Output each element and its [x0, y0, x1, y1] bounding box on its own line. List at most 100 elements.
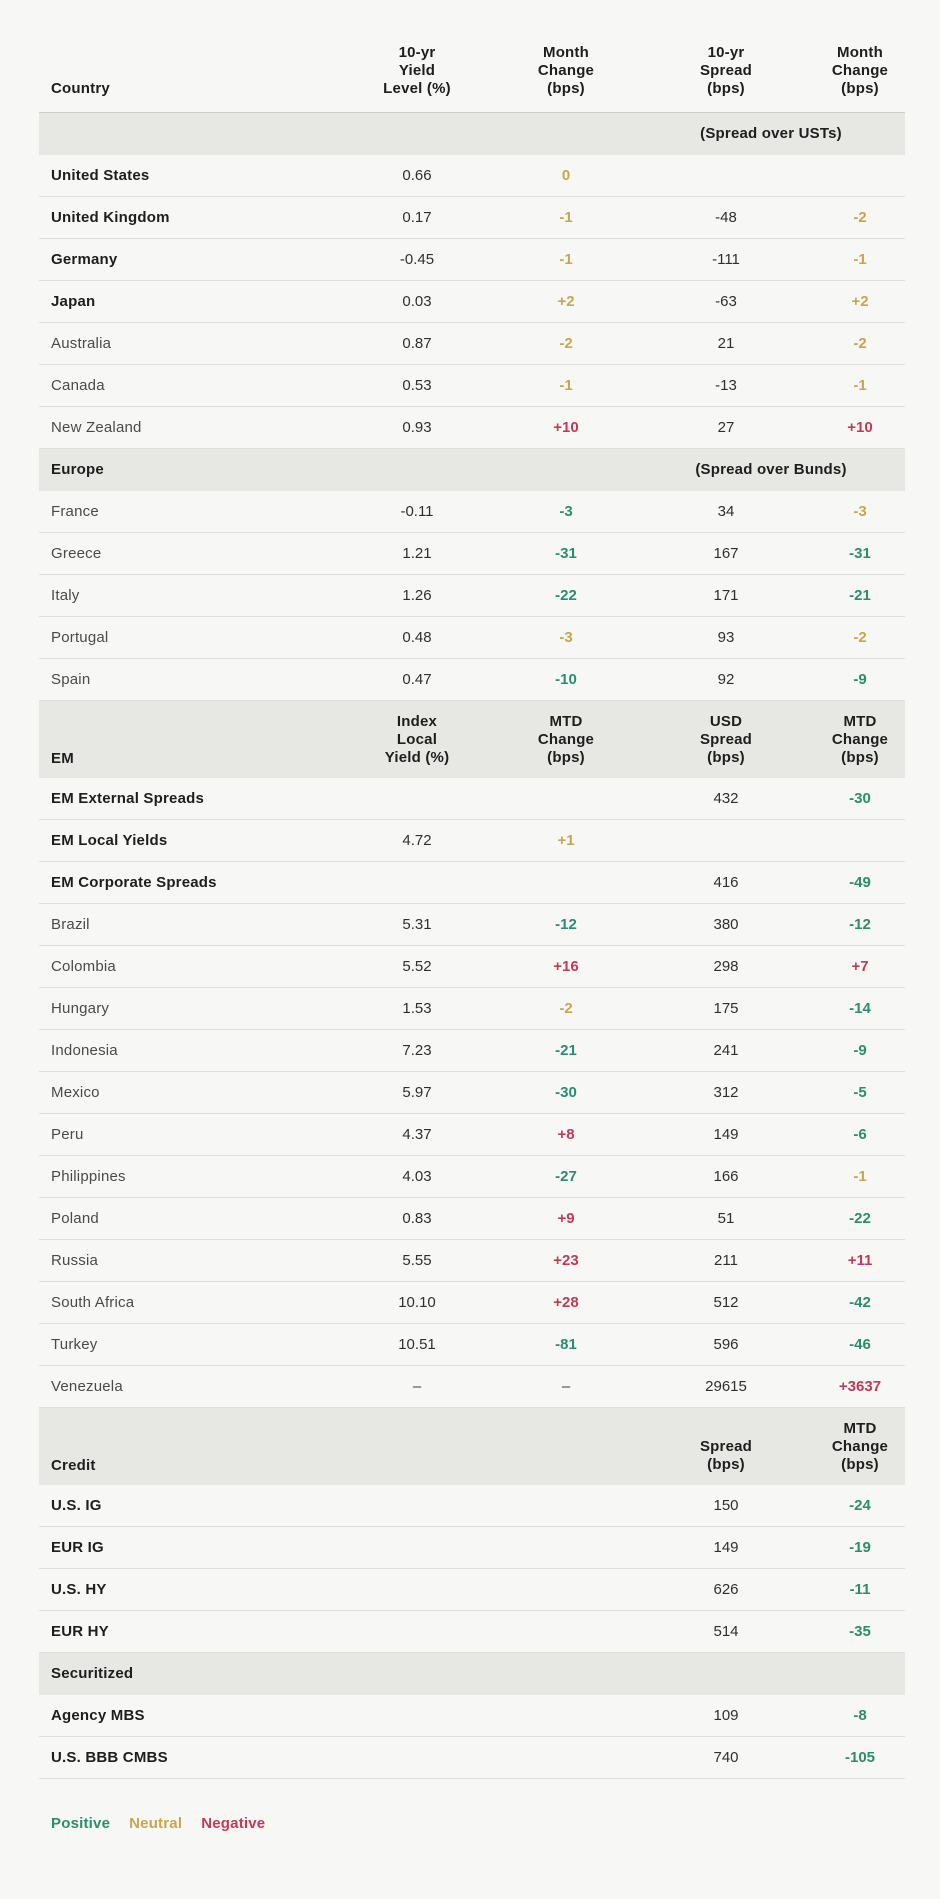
- column-header-line: MTD: [843, 1419, 877, 1437]
- table-row: U.S. IG 150 -24: [39, 1484, 905, 1527]
- mtd-change-value: [815, 819, 905, 862]
- table-row: Canada 0.53 -1 -13 -1: [39, 364, 905, 407]
- country-column-header: Country: [39, 0, 339, 113]
- spread-value: 166: [637, 1155, 815, 1198]
- mtd-change-value: -14: [815, 987, 905, 1030]
- row-label: Brazil: [39, 903, 339, 946]
- row-label: Philippines: [39, 1155, 339, 1198]
- yield-value: [339, 1610, 495, 1653]
- yield-value: 5.55: [339, 1239, 495, 1282]
- spread-value: 211: [637, 1239, 815, 1282]
- month-change-value: +8: [495, 1113, 637, 1156]
- yield-value: 7.23: [339, 1029, 495, 1072]
- column-header-line: Index: [396, 712, 438, 730]
- month-change-value: [495, 1484, 637, 1527]
- month-change-value: -1: [495, 238, 637, 281]
- spread-value: 432: [637, 777, 815, 820]
- table-row: United States 0.66 0: [39, 154, 905, 197]
- table-row: Philippines 4.03 -27 166 -1: [39, 1155, 905, 1198]
- row-label: Colombia: [39, 945, 339, 988]
- table-row: Peru 4.37 +8 149 -6: [39, 1113, 905, 1156]
- spread-value: 380: [637, 903, 815, 946]
- column-header-line: MTD: [549, 712, 583, 730]
- row-label: United Kingdom: [39, 196, 339, 239]
- column-header-line: MTD: [843, 712, 877, 730]
- row-label: Mexico: [39, 1071, 339, 1114]
- mtd-change-value: -1: [815, 1155, 905, 1198]
- mtd-change-value: -12: [815, 903, 905, 946]
- mtd-change-value: -1: [815, 238, 905, 281]
- band-spacer-cell: [495, 448, 637, 491]
- row-label: Russia: [39, 1239, 339, 1282]
- spread-value: -48: [637, 196, 815, 239]
- month-change-value: -22: [495, 574, 637, 617]
- column-header-line: (bps): [841, 1455, 879, 1473]
- month-change-value: [495, 1694, 637, 1737]
- yield-value: 1.26: [339, 574, 495, 617]
- yield-value: 0.87: [339, 322, 495, 365]
- mtd-change-value: -11: [815, 1568, 905, 1611]
- yield-value: 0.03: [339, 280, 495, 323]
- color-legend: Positive Neutral Negative: [51, 1815, 940, 1832]
- mtd-change-value: +10: [815, 406, 905, 449]
- table-row: Venezuela – –29615 +3637: [39, 1365, 905, 1408]
- mtd-change-value: -46: [815, 1323, 905, 1366]
- mtd-change-value: -9: [815, 658, 905, 701]
- month-change-value: [495, 1736, 637, 1779]
- row-label: France: [39, 490, 339, 533]
- section-band-label: Credit: [39, 1407, 339, 1485]
- month-change-value: [495, 777, 637, 820]
- yield-value: 0.83: [339, 1197, 495, 1240]
- spread-value: 109: [637, 1694, 815, 1737]
- header-row: Country 10-yr Yield Level (%) Month Change (b…: [39, 0, 905, 113]
- yield-value: [339, 1526, 495, 1569]
- spread-value: 175: [637, 987, 815, 1030]
- column-header-line: Yield: [398, 62, 436, 79]
- band-spacer-cell: [339, 448, 495, 491]
- yield-value: 4.72: [339, 819, 495, 862]
- mtd-change-value: -8: [815, 1694, 905, 1737]
- table-row: Greece 1.21 -31 167 -31: [39, 532, 905, 575]
- row-label: New Zealand: [39, 406, 339, 449]
- yield-value: [339, 1484, 495, 1527]
- row-label: Greece: [39, 532, 339, 575]
- column-header-line: Spread: [699, 1437, 753, 1455]
- mtd-change-value: -9: [815, 1029, 905, 1072]
- yield-value: -0.11: [339, 490, 495, 533]
- yield-value: [339, 1694, 495, 1737]
- row-label: Germany: [39, 238, 339, 281]
- row-label: Canada: [39, 364, 339, 407]
- yield-value: 4.37: [339, 1113, 495, 1156]
- band-spacer-cell: [339, 1652, 495, 1695]
- column-header-line: (bps): [707, 80, 745, 97]
- row-label: Venezuela: [39, 1365, 339, 1408]
- band-spacer-cell: [495, 1652, 637, 1695]
- section-band-row: Credit Spread (bps) MTD Change (bps): [39, 1407, 905, 1485]
- column-header: Month Change (bps): [815, 0, 905, 113]
- yield-value: –: [339, 1365, 495, 1408]
- yield-value: 5.97: [339, 1071, 495, 1114]
- spread-value: -111: [637, 238, 815, 281]
- section-column-header: Spread (bps): [637, 1407, 815, 1485]
- table-row: U.S. HY 626 -11: [39, 1568, 905, 1611]
- spread-value: 241: [637, 1029, 815, 1072]
- month-change-value: -81: [495, 1323, 637, 1366]
- month-change-value: [495, 861, 637, 904]
- month-change-value: -2: [495, 987, 637, 1030]
- month-change-value: +2: [495, 280, 637, 323]
- row-label: Portugal: [39, 616, 339, 659]
- month-change-value: +10: [495, 406, 637, 449]
- month-change-value: 0: [495, 154, 637, 197]
- month-change-value: -21: [495, 1029, 637, 1072]
- section-band-row: (Spread over USTs): [39, 112, 905, 155]
- column-header-line: 10-yr: [398, 44, 436, 61]
- spread-value: 626: [637, 1568, 815, 1611]
- mtd-change-value: -1: [815, 364, 905, 407]
- month-change-value: +16: [495, 945, 637, 988]
- table-row: Brazil 5.31 -12 380 -12: [39, 903, 905, 946]
- row-label: Australia: [39, 322, 339, 365]
- section-column-header: [495, 1407, 637, 1485]
- spread-value: 29615: [637, 1365, 815, 1408]
- month-change-value: -1: [495, 364, 637, 407]
- row-label: EUR HY: [39, 1610, 339, 1653]
